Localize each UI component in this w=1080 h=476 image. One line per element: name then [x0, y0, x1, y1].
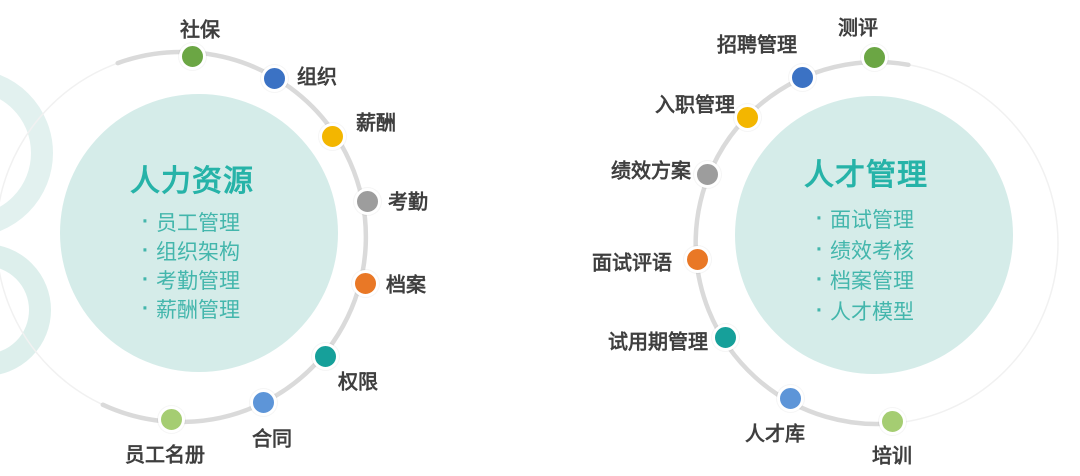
watermark-ring-bottom: [0, 245, 51, 375]
talent-orbit-arc: [693, 59, 911, 427]
hr-orbit-arc: [100, 49, 369, 425]
watermark-ring-top: [0, 74, 53, 232]
